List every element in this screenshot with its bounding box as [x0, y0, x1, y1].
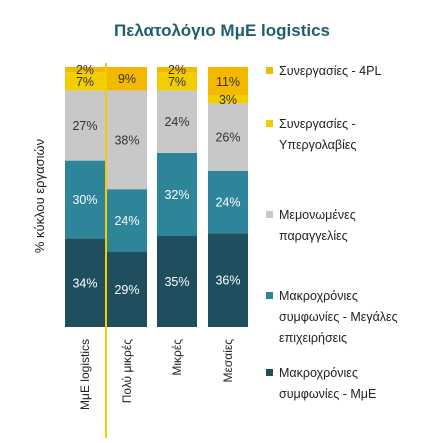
data-label: 7% [76, 75, 94, 89]
data-label: 7% [168, 75, 186, 89]
bar-segment [208, 233, 248, 327]
legend-label: Συνεργασίες - 4PL [279, 64, 381, 78]
bar-segment [65, 160, 105, 239]
data-label: 35% [164, 275, 189, 289]
legend-label: Συνεργασίες - [279, 117, 356, 131]
legend-swatch [266, 211, 273, 218]
bar-segment [208, 171, 248, 234]
legend-label: Μεμονωμένες [279, 208, 356, 222]
data-label: 26% [215, 131, 240, 145]
bar-segment [208, 103, 248, 171]
data-label: 2% [168, 63, 186, 77]
data-label: 11% [216, 75, 240, 89]
x-tick-labels: ΜμΕ logistics Πολύ μικρές Μικρές Μεσαίες [78, 339, 235, 410]
x-tick-label: Μεσαίες [221, 339, 235, 383]
legend-label: συμφωνίες - Μεγάλες [279, 310, 398, 324]
legend-label: Υπεργολαβίες [279, 138, 356, 152]
bar-segment [65, 238, 105, 327]
legend-label: παραγγελίες [279, 229, 348, 243]
legend-swatch [266, 292, 273, 299]
legend: Συνεργασίες - 4PL Συνεργασίες - Υπεργολαβί… [266, 64, 398, 401]
bar-segment [157, 90, 197, 153]
data-label: 24% [114, 214, 139, 228]
data-label: 9% [118, 72, 136, 86]
x-tick-label: ΜμΕ logistics [78, 339, 92, 410]
data-label: 34% [72, 276, 97, 290]
bar-segment [65, 72, 105, 91]
bar-segment [157, 152, 197, 236]
data-label: 24% [215, 196, 240, 210]
legend-swatch [266, 120, 273, 127]
bars-group: 34%30%27%7%2%29%24%38%9%35%32%24%7%2%36%… [65, 63, 248, 438]
bar-segment [208, 67, 248, 96]
bar-segment [107, 90, 147, 190]
legend-label: συμφωνίες - ΜμΕ [279, 387, 376, 401]
bar-segment [107, 67, 147, 91]
legend-swatch [266, 67, 273, 74]
legend-label: Μακροχρόνιες [279, 366, 358, 380]
bar-segment [208, 95, 248, 104]
legend-label: Μακροχρόνιες [279, 289, 358, 303]
x-tick-label: Πολύ μικρές [120, 339, 134, 403]
data-label: 2% [76, 63, 94, 77]
legend-label: επιχειρήσεις [279, 331, 347, 345]
y-axis-label: % κύκλου εργασιών [32, 139, 47, 253]
data-label: 3% [219, 93, 237, 107]
data-label: 29% [114, 283, 139, 297]
data-label: 24% [164, 115, 189, 129]
chart-title: Πελατολόγιο ΜμΕ logistics [114, 21, 330, 40]
bar-segment [157, 72, 197, 91]
bar-segment [65, 90, 105, 161]
data-label: 32% [164, 188, 189, 202]
x-tick-label: Μικρές [170, 339, 184, 376]
data-label: 36% [215, 274, 240, 288]
data-label: 27% [72, 119, 97, 133]
data-label: 30% [72, 193, 97, 207]
bar-segment [107, 189, 147, 252]
data-label: 38% [114, 133, 139, 147]
bar-segment [157, 236, 197, 327]
bar-segment [65, 67, 105, 73]
legend-swatch [266, 369, 273, 376]
bar-segment [157, 67, 197, 73]
bar-segment [107, 251, 147, 327]
